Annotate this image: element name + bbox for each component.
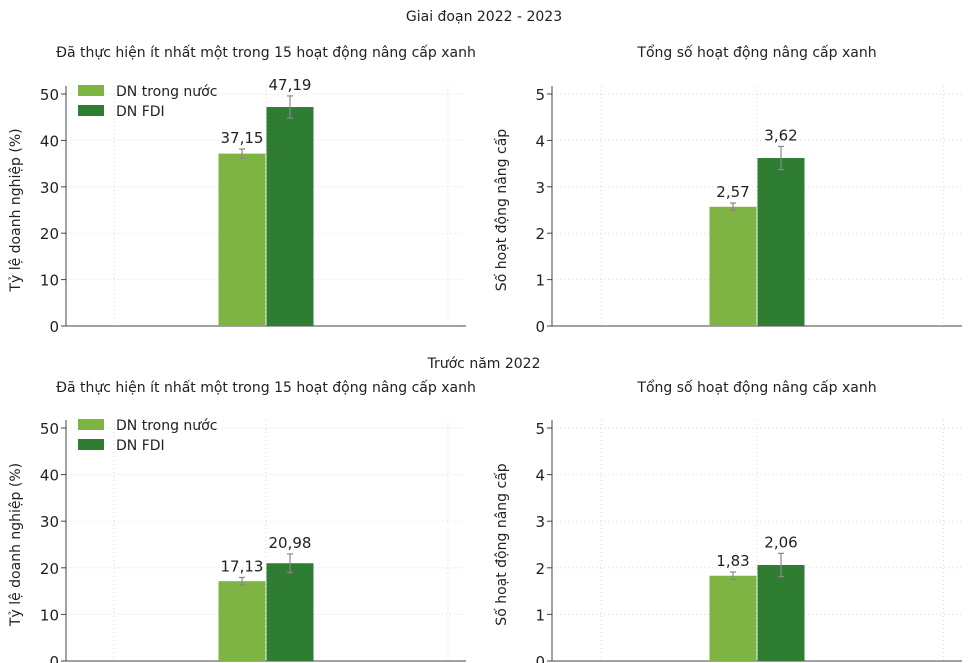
y-tick-label: 4 bbox=[535, 467, 545, 485]
y-tick-label: 5 bbox=[535, 86, 545, 104]
section-title-2022-2023: Giai đoạn 2022 - 2023 bbox=[405, 9, 563, 25]
bar-domestic bbox=[218, 581, 266, 661]
data-label: 47,19 bbox=[269, 76, 312, 94]
y-tick-label: 10 bbox=[40, 272, 59, 290]
data-label: 3,62 bbox=[764, 126, 797, 144]
bar-fdi bbox=[757, 565, 805, 661]
legend-swatch bbox=[78, 439, 104, 450]
bar-domestic bbox=[709, 206, 757, 326]
chart-panel-4: Tổng số hoạt động nâng cấp xanh 0 1 2 3 4 5 Số … bbox=[493, 379, 962, 663]
section-title-before-2022: Trước năm 2022 bbox=[427, 356, 541, 372]
y-tick-label: 50 bbox=[40, 86, 59, 104]
data-label: 37,15 bbox=[221, 129, 264, 147]
legend-swatch bbox=[78, 419, 104, 430]
y-tick-label: 0 bbox=[49, 318, 59, 336]
y-tick-label: 0 bbox=[535, 653, 545, 663]
bar-fdi bbox=[757, 158, 805, 326]
legend-swatch bbox=[78, 105, 104, 116]
y-tick-label: 3 bbox=[535, 179, 545, 197]
chart-title: Tổng số hoạt động nâng cấp xanh bbox=[636, 379, 876, 396]
y-axis-label: Số hoạt động nâng cấp bbox=[493, 129, 510, 291]
y-tick-label: 0 bbox=[535, 318, 545, 336]
y-tick-label: 30 bbox=[40, 179, 59, 197]
legend-swatch bbox=[78, 85, 104, 96]
chart-title: Tổng số hoạt động nâng cấp xanh bbox=[636, 44, 876, 61]
y-tick-label: 5 bbox=[535, 420, 545, 438]
y-tick-label: 1 bbox=[535, 272, 545, 290]
y-axis-label: Tỷ lệ doanh nghiệp (%) bbox=[8, 128, 24, 292]
y-tick-label: 40 bbox=[40, 132, 59, 150]
chart-panel-2: Tổng số hoạt động nâng cấp xanh 0 1 2 3 4 5 Số … bbox=[493, 44, 962, 336]
y-tick-label: 0 bbox=[49, 653, 59, 663]
y-tick-label: 20 bbox=[40, 225, 59, 243]
bar-domestic bbox=[218, 153, 266, 326]
y-tick-label: 30 bbox=[40, 513, 59, 531]
y-tick-label: 1 bbox=[535, 606, 545, 624]
y-axis-label: Tỷ lệ doanh nghiệp (%) bbox=[8, 463, 24, 627]
y-tick-label: 40 bbox=[40, 467, 59, 485]
data-label: 20,98 bbox=[269, 534, 312, 552]
chart-title: Đã thực hiện ít nhất một trong 15 hoạt đ… bbox=[56, 380, 476, 396]
legend-label: DN FDI bbox=[116, 104, 165, 120]
legend-label: DN FDI bbox=[116, 438, 165, 454]
bar-fdi bbox=[266, 107, 314, 327]
data-label: 1,83 bbox=[716, 552, 749, 570]
data-label: 2,57 bbox=[716, 183, 749, 201]
y-tick-label: 4 bbox=[535, 132, 545, 150]
y-tick-label: 2 bbox=[535, 560, 545, 578]
chart-panel-1: Đã thực hiện ít nhất một trong 15 hoạt đ… bbox=[8, 45, 476, 336]
bar-fdi bbox=[266, 563, 314, 661]
chart-panel-3: Đã thực hiện ít nhất một trong 15 hoạt đ… bbox=[8, 380, 476, 663]
data-label: 17,13 bbox=[221, 557, 264, 575]
y-tick-label: 10 bbox=[40, 606, 59, 624]
chart-title: Đã thực hiện ít nhất một trong 15 hoạt đ… bbox=[56, 45, 476, 61]
bar-domestic bbox=[709, 575, 757, 661]
data-label: 2,06 bbox=[764, 533, 797, 551]
legend-label: DN trong nước bbox=[116, 84, 217, 100]
y-tick-label: 50 bbox=[40, 420, 59, 438]
legend-label: DN trong nước bbox=[116, 418, 217, 434]
y-tick-label: 2 bbox=[535, 225, 545, 243]
y-axis-label: Số hoạt động nâng cấp bbox=[493, 463, 510, 625]
y-tick-label: 20 bbox=[40, 560, 59, 578]
y-tick-label: 3 bbox=[535, 513, 545, 531]
